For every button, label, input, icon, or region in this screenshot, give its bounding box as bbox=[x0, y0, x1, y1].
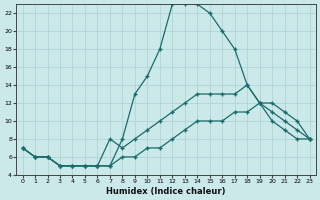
X-axis label: Humidex (Indice chaleur): Humidex (Indice chaleur) bbox=[106, 187, 226, 196]
